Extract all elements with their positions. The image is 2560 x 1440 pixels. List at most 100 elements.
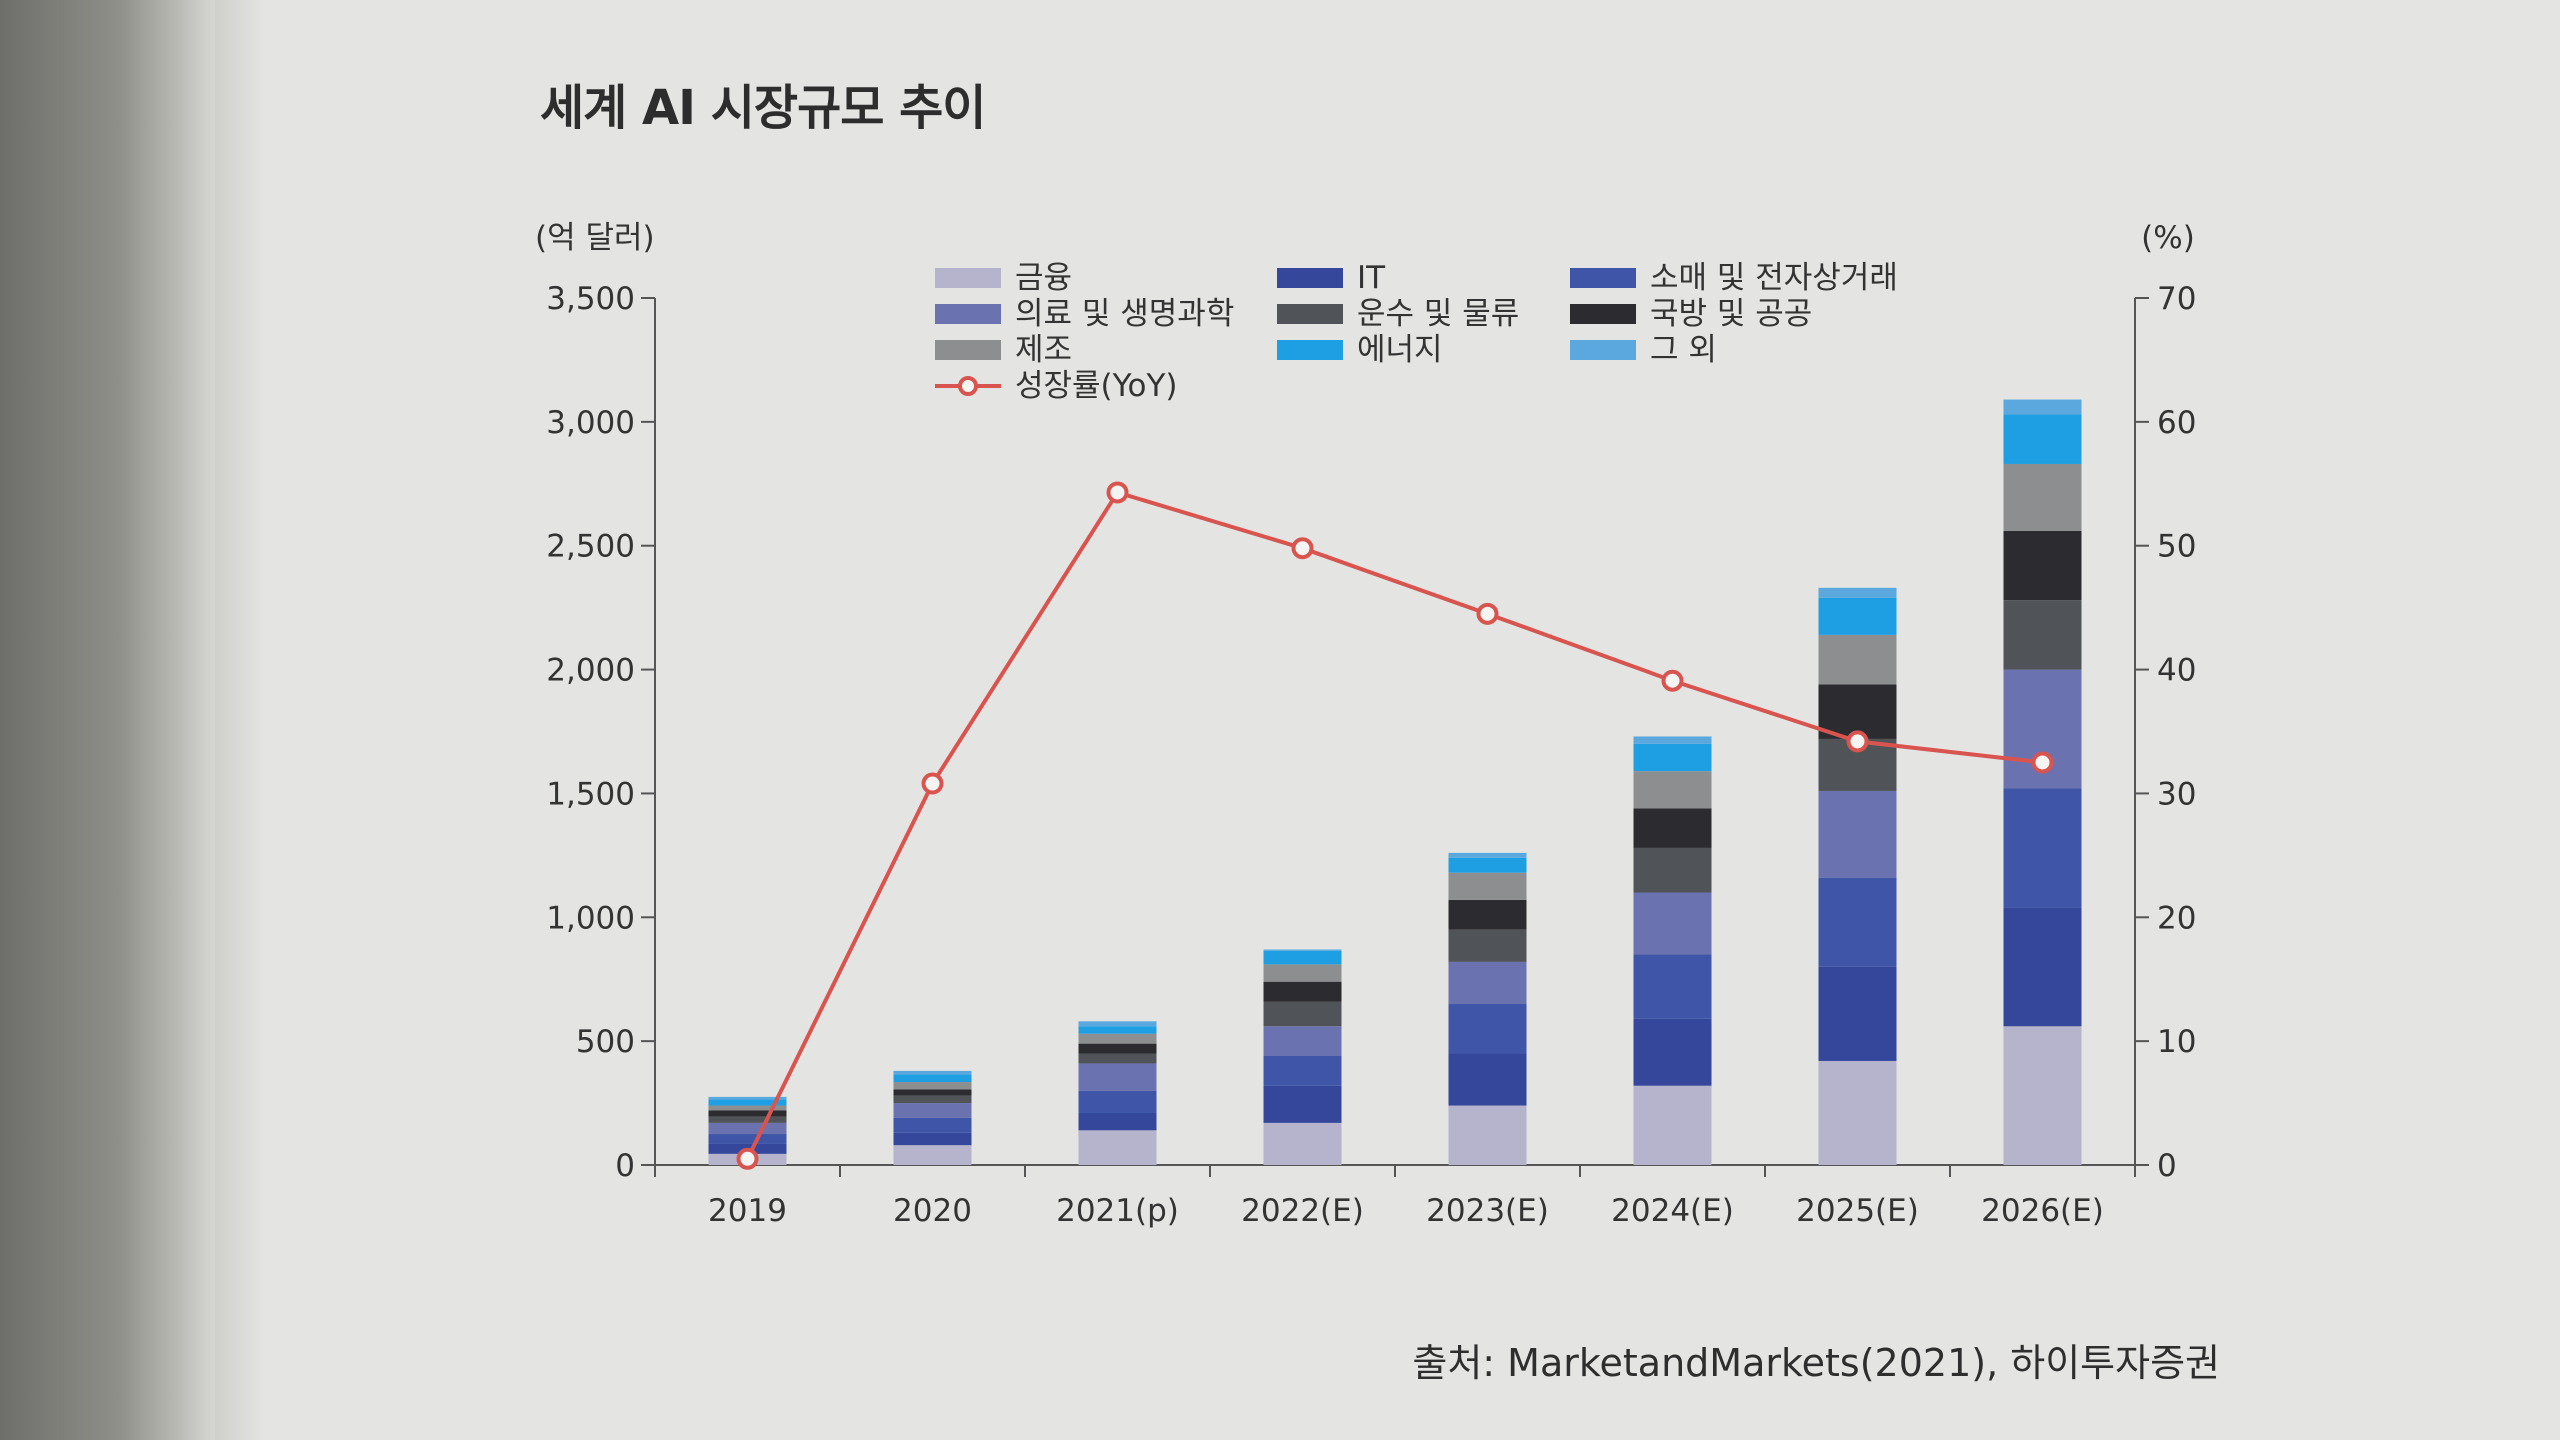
right-tick-label: 40 [2157, 653, 2196, 689]
bar-segment [1263, 950, 1342, 965]
source-caption: 출처: MarketandMarkets(2021), 하이투자증권 [1412, 1341, 2220, 1385]
bar-segment [2003, 463, 2082, 531]
legend-swatch [1277, 304, 1343, 324]
bar-segment [893, 1132, 972, 1146]
right-tick-label: 20 [2157, 900, 2196, 936]
right-tick-label: 30 [2157, 776, 2196, 812]
legend-swatch [935, 340, 1001, 360]
bar-segment [708, 1096, 787, 1100]
bar-segment [708, 1116, 787, 1123]
left-tick-label: 1,500 [546, 776, 635, 812]
bar-segment [893, 1070, 972, 1075]
bar-segment [1818, 877, 1897, 967]
bar-segment [1633, 1018, 1712, 1086]
legend-swatch [1277, 268, 1343, 288]
left-axis-unit: (억 달러) [535, 220, 655, 256]
bar-segment [708, 1105, 787, 1111]
bar-segment [708, 1110, 787, 1117]
bar-segment [893, 1074, 972, 1083]
bar-segment [1448, 1105, 1527, 1165]
bar-segment [1448, 929, 1527, 962]
growth-point [1106, 481, 1129, 504]
growth-line-layer [736, 481, 2054, 1170]
bar-segment [893, 1095, 972, 1104]
bar-segment [1078, 1043, 1157, 1054]
legend-label: 성장률(YoY) [1015, 368, 1177, 404]
legend-swatch [1277, 340, 1343, 360]
bar-segment [1633, 736, 1712, 744]
legend-label: 국방 및 공공 [1650, 296, 1812, 332]
bar-segment [1448, 852, 1527, 858]
bar-segment [2003, 907, 2082, 1027]
bar-segment [1078, 1026, 1157, 1034]
page-title: 세계 AI 시장규모 추이 [540, 80, 986, 136]
legend-label: 의료 및 생명과학 [1015, 296, 1234, 332]
bar-segment [893, 1145, 972, 1165]
legend-line-marker [958, 376, 978, 396]
bar-segment [1263, 949, 1342, 951]
bar-segment [1263, 1122, 1342, 1165]
x-tick-label: 2026(E) [1981, 1193, 2104, 1229]
x-tick-label: 2020 [893, 1193, 972, 1229]
book-gutter-shadow [215, 0, 265, 1440]
bar-segment [2003, 1026, 2082, 1165]
legend-label: 운수 및 물류 [1357, 296, 1519, 332]
legend-swatch [935, 268, 1001, 288]
bar-segment [893, 1089, 972, 1096]
legend-swatch [1570, 340, 1636, 360]
bar-segment [1818, 966, 1897, 1061]
left-tick-label: 2,000 [546, 653, 635, 689]
stacked-bars-layer [708, 399, 2082, 1165]
bar-segment [1818, 1060, 1897, 1165]
growth-point [2031, 751, 2054, 774]
left-tick-label: 3,500 [546, 281, 635, 317]
bar-segment [1633, 847, 1712, 893]
x-tick-label: 2022(E) [1241, 1193, 1364, 1229]
right-tick-label: 50 [2157, 529, 2196, 565]
bar-segment [1448, 1053, 1527, 1106]
bar-segment [1633, 892, 1712, 955]
bar-segment [1448, 899, 1527, 930]
growth-point [1291, 537, 1314, 560]
growth-point [736, 1147, 759, 1170]
bar-segment [893, 1117, 972, 1133]
bar-segment [1448, 1003, 1527, 1054]
left-tick-label: 3,000 [546, 405, 635, 441]
legend-label: 에너지 [1357, 332, 1443, 368]
bar-segment [893, 1103, 972, 1118]
right-tick-label: 10 [2157, 1024, 2196, 1060]
bar-segment [1633, 771, 1712, 809]
growth-point [1476, 602, 1499, 625]
bar-segment [1818, 684, 1897, 739]
bar-segment [2003, 399, 2082, 415]
bar-segment [1633, 743, 1712, 772]
x-tick-label: 2019 [708, 1193, 787, 1229]
bar-segment [1263, 964, 1342, 982]
bar-segment [1078, 1021, 1157, 1027]
bar-segment [893, 1082, 972, 1090]
legend-swatch [1570, 304, 1636, 324]
growth-point [1846, 730, 1869, 753]
bar-segment [2003, 530, 2082, 601]
x-tick-label: 2024(E) [1611, 1193, 1734, 1229]
right-axis-unit: (%) [2141, 220, 2195, 256]
bar-segment [1448, 872, 1527, 900]
bar-segment [1633, 954, 1712, 1019]
bar-segment [708, 1134, 787, 1144]
growth-point [1661, 669, 1684, 692]
bar-segment [2003, 414, 2082, 464]
right-tick-label: 70 [2157, 281, 2196, 317]
left-tick-label: 0 [615, 1148, 635, 1184]
growth-line [745, 490, 2043, 1160]
bar-segment [1818, 597, 1897, 635]
legend-swatch [935, 304, 1001, 324]
axes-layer: 0 500 1,000 1,500 2,000 2,500 3,000 3,500 0 10 20 3… [546, 281, 2196, 1229]
left-tick-label: 2,500 [546, 529, 635, 565]
x-tick-label: 2021(p) [1056, 1193, 1179, 1229]
legend-label: 금융 [1015, 260, 1072, 296]
x-tick-label: 2023(E) [1426, 1193, 1549, 1229]
bar-segment [708, 1122, 787, 1135]
right-tick-label: 60 [2157, 405, 2196, 441]
x-tick-label: 2025(E) [1796, 1193, 1919, 1229]
